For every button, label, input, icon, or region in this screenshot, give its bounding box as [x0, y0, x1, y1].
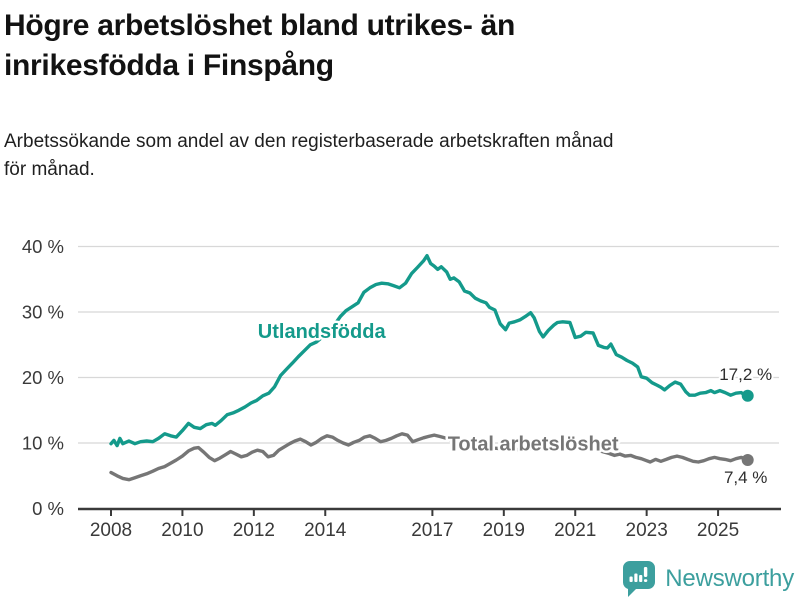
- chart-title: Högre arbetslöshet bland utrikes- än inr…: [4, 6, 724, 86]
- x-axis-label: 2021: [554, 520, 596, 541]
- end-dot-total: [741, 454, 754, 466]
- y-axis-label: 20 %: [22, 367, 64, 388]
- end-value-label-total: 7,4 %: [724, 468, 767, 487]
- end-dot-utlandsfodda: [741, 389, 754, 402]
- series-label-utlandsfodda: Utlandsfödda: [258, 321, 387, 343]
- chart-subtitle-line2: för månad.: [4, 158, 95, 180]
- x-axis-label: 2017: [411, 520, 453, 541]
- newsworthy-wordmark: Newsworthy: [665, 565, 794, 592]
- x-axis-label: 2023: [626, 520, 668, 541]
- x-axis-label: 2025: [697, 520, 739, 541]
- chart-subtitle-line1: Arbetssökande som andel av den registerb…: [4, 131, 614, 152]
- y-axis-label: 40 %: [22, 236, 64, 257]
- newsworthy-icon: [623, 561, 656, 597]
- x-axis-label: 2014: [304, 520, 347, 541]
- end-value-label-utlandsfodda: 17,2 %: [719, 365, 772, 384]
- series-line-utlandsfodda: [109, 254, 750, 448]
- bar-chart-glyph: [629, 567, 648, 582]
- speech-bubble-shape: [623, 561, 656, 597]
- y-axis-label: 30 %: [22, 302, 64, 323]
- chart-title-line1: Högre arbetslöshet bland utrikes- än: [4, 9, 515, 42]
- series-label-total: Total arbetslöshet: [448, 433, 619, 455]
- newsworthy-logo: Newsworthy: [621, 560, 794, 598]
- x-axis-label: 2010: [161, 520, 203, 541]
- y-axis-label: 0 %: [32, 498, 64, 519]
- series-line-total: [109, 432, 750, 482]
- x-axis-label: 2012: [233, 520, 275, 541]
- y-axis-label: 10 %: [22, 433, 64, 454]
- x-axis-label: 2008: [90, 520, 132, 541]
- chart-title-line2: inrikesfödda i Finspång: [4, 48, 334, 82]
- chart-subtitle: Arbetssökande som andel av den registerb…: [4, 128, 764, 183]
- x-axis-label: 2019: [483, 520, 525, 541]
